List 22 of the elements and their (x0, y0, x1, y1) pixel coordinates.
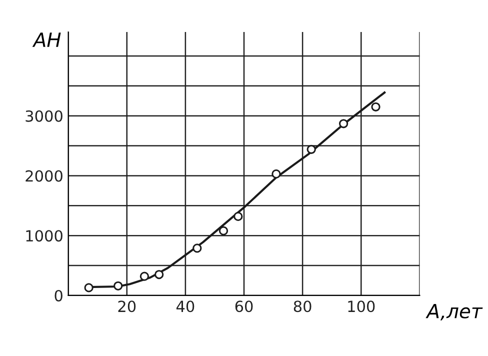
point (114, 281, 123, 290)
x-tick-label: 20 (118, 300, 136, 312)
x-tick-label: 100 (348, 300, 375, 312)
point (234, 212, 243, 222)
y-tick-label: 3000 (26, 110, 62, 122)
point (338, 119, 348, 128)
y-tick-label: 0 (54, 290, 62, 302)
point (154, 270, 164, 280)
point (272, 169, 281, 179)
point (306, 144, 316, 154)
x-tick-label: 60 (235, 300, 253, 312)
y-tick-label: 1000 (26, 230, 62, 242)
point (192, 244, 202, 253)
point (140, 272, 150, 281)
point (84, 283, 94, 292)
point (371, 102, 380, 112)
x-tick-label: 40 (176, 300, 194, 312)
x-axis-title: A,лет (426, 304, 483, 320)
y-axis-title: AH (32, 32, 61, 47)
y-tick-label: 2000 (26, 170, 62, 182)
point (218, 226, 228, 236)
x-tick-label: 80 (294, 300, 312, 312)
